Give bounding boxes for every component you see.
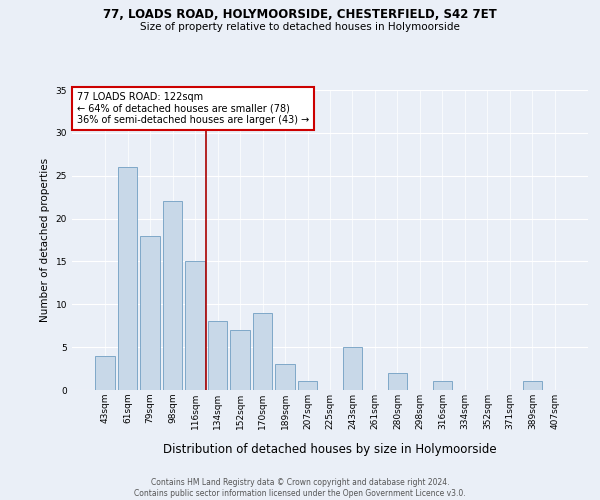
Bar: [298, 382, 317, 390]
Bar: [523, 382, 542, 390]
Bar: [140, 236, 160, 390]
Text: Contains HM Land Registry data © Crown copyright and database right 2024.
Contai: Contains HM Land Registry data © Crown c…: [134, 478, 466, 498]
Text: 77 LOADS ROAD: 122sqm
← 64% of detached houses are smaller (78)
36% of semi-deta: 77 LOADS ROAD: 122sqm ← 64% of detached …: [77, 92, 310, 124]
Bar: [433, 382, 452, 390]
Bar: [163, 202, 182, 390]
Y-axis label: Number of detached properties: Number of detached properties: [40, 158, 50, 322]
Bar: [95, 356, 115, 390]
Bar: [230, 330, 250, 390]
Bar: [208, 322, 227, 390]
Bar: [275, 364, 295, 390]
Text: 77, LOADS ROAD, HOLYMOORSIDE, CHESTERFIELD, S42 7ET: 77, LOADS ROAD, HOLYMOORSIDE, CHESTERFIE…: [103, 8, 497, 20]
Text: Size of property relative to detached houses in Holymoorside: Size of property relative to detached ho…: [140, 22, 460, 32]
Bar: [253, 313, 272, 390]
Bar: [388, 373, 407, 390]
Bar: [118, 167, 137, 390]
Bar: [185, 262, 205, 390]
Bar: [343, 347, 362, 390]
Text: Distribution of detached houses by size in Holymoorside: Distribution of detached houses by size …: [163, 442, 497, 456]
